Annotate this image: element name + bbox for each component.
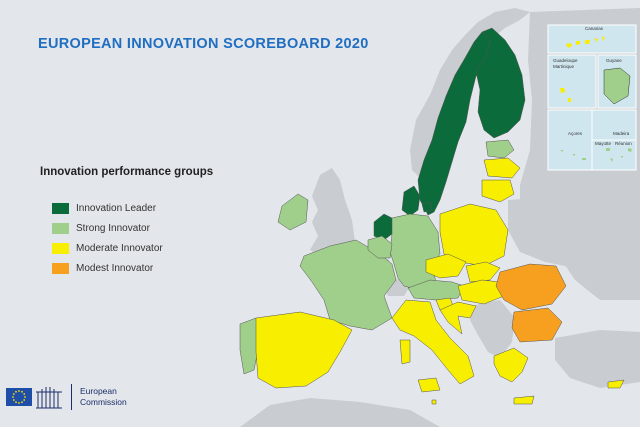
country-malta: Malta: Moderate Innovator (431, 399, 437, 405)
berlaymont-icon (36, 387, 62, 409)
country-belgium: Belgium: Strong Innovator (367, 235, 393, 259)
legend-item-modest-innovator: Modest Innovator (40, 258, 213, 278)
country-italy: Italy: Moderate Innovator (391, 299, 475, 393)
land-turkey (555, 330, 640, 388)
logo-text-line1: European (80, 386, 117, 396)
legend-swatch (52, 242, 69, 254)
country-romania: Romania: Modest Innovator (495, 263, 567, 311)
legend-label: Moderate Innovator (76, 242, 163, 254)
country-finland: Finland: Innovation Leader (475, 27, 526, 139)
country-croatia: Croatia: Moderate Innovator (439, 301, 477, 335)
logo-divider (71, 384, 72, 410)
eu-flag-icon (6, 388, 32, 406)
country-latvia: Latvia: Moderate Innovator (483, 157, 521, 179)
legend-label: Modest Innovator (76, 262, 154, 274)
inset-label-mayotte: Mayotte (595, 141, 612, 146)
european-commission-logo: European Commission (6, 384, 127, 410)
land-africa (240, 398, 440, 427)
country-czechia: Czechia: Moderate Innovator (425, 253, 467, 279)
legend-item-strong-innovator: Strong Innovator (40, 218, 213, 238)
country-cyprus: Cyprus: Moderate Innovator (607, 379, 625, 389)
country-ireland: Ireland: Strong Innovator (277, 193, 309, 231)
legend-item-moderate-innovator: Moderate Innovator (40, 238, 213, 258)
logo-text: European Commission (80, 386, 127, 408)
country-denmark: Denmark: Innovation Leader (401, 185, 433, 217)
country-slovakia: Slovakia: Moderate Innovator (465, 261, 501, 283)
legend-swatch (52, 202, 69, 214)
legend-label: Strong Innovator (76, 222, 150, 234)
inset-label-madeira: Madeira (613, 131, 630, 136)
land-belarus-ukraine (508, 198, 620, 290)
legend-item-innovation-leader: Innovation Leader (40, 198, 213, 218)
land-uk (310, 168, 355, 256)
logo-text-line2: Commission (80, 397, 127, 407)
inset-label-guyane: Guyane (606, 58, 622, 63)
country-lithuania: Lithuania: Moderate Innovator (481, 179, 515, 203)
outermost-regions-insets: Canarias Guadeloupe Martinique Guyane Ma… (547, 24, 637, 171)
legend-swatch (52, 262, 69, 274)
page-title: EUROPEAN INNOVATION SCOREBOARD 2020 (38, 36, 369, 52)
country-spain: Spain: Moderate Innovator (255, 311, 353, 389)
country-estonia: Estonia: Strong Innovator (485, 139, 515, 159)
inset-label-canarias: Canarias (585, 26, 604, 31)
country-bulgaria: Bulgaria: Modest Innovator (511, 307, 563, 343)
inset-label-martinique: Martinique (553, 64, 575, 69)
legend-swatch (52, 222, 69, 234)
land-norway (410, 8, 530, 178)
legend: Innovation performance groups Innovation… (40, 166, 213, 278)
inset-label-acores: Açores (568, 131, 583, 136)
inset-label-reunion: Réunion (615, 141, 632, 146)
country-greece: Greece: Moderate Innovator (493, 347, 535, 405)
land-balkans (470, 300, 515, 358)
inset-label-guadeloupe: Guadeloupe (553, 58, 578, 63)
legend-title: Innovation performance groups (40, 166, 214, 178)
country-poland: Poland: Moderate Innovator (439, 203, 509, 267)
legend-label: Innovation Leader (76, 202, 157, 214)
